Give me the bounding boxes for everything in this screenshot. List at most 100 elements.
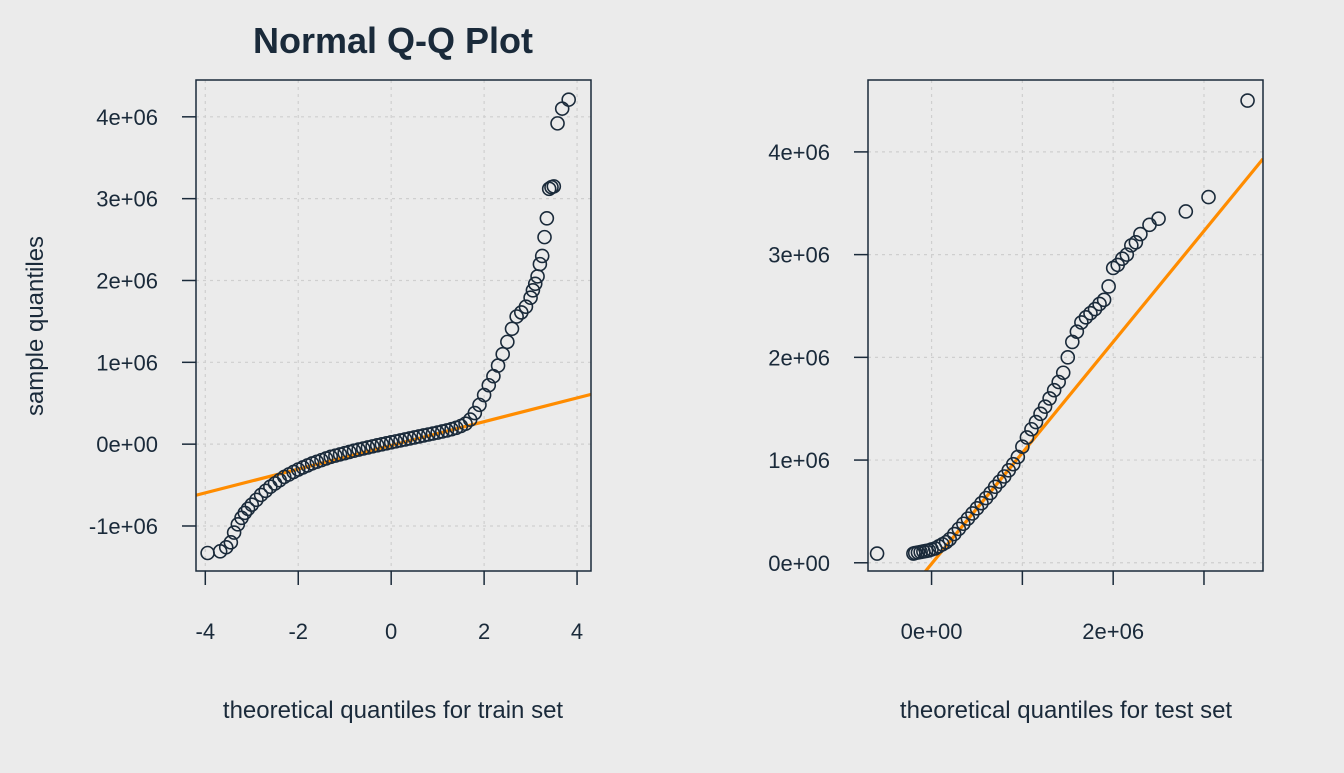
- train-point: [504, 321, 520, 337]
- test-point: [974, 495, 989, 511]
- train-x-tick-label: -2: [288, 619, 308, 644]
- test-point: [1019, 430, 1035, 445]
- test-point: [1087, 301, 1103, 317]
- train-point: [218, 539, 234, 555]
- test-point: [946, 526, 962, 542]
- chart-title: Normal Q-Q Plot: [253, 20, 533, 61]
- train-x-tick-label: 2: [478, 619, 490, 644]
- train-point: [527, 276, 543, 292]
- train-y-tick-label: 1e+06: [96, 350, 158, 375]
- test-point: [1024, 421, 1039, 437]
- train-point: [495, 346, 511, 362]
- train-point: [226, 525, 242, 540]
- test-point: [965, 506, 980, 521]
- test-point: [1069, 324, 1085, 339]
- test-point: [1092, 296, 1107, 312]
- train-point: [253, 487, 269, 503]
- test-point: [1178, 204, 1194, 219]
- train-point: [532, 256, 548, 272]
- train-point: [267, 476, 283, 491]
- test-point: [1096, 292, 1112, 308]
- test-point: [951, 521, 967, 537]
- test-point: [1015, 439, 1030, 455]
- test-x-tick-label: 0e+00: [901, 619, 963, 644]
- test-point: [1124, 238, 1139, 253]
- test-y-tick-label: 0e+00: [768, 551, 830, 576]
- test-point: [942, 531, 958, 547]
- test-point: [1033, 406, 1048, 422]
- train-point: [458, 416, 473, 432]
- train-points: [200, 92, 576, 561]
- test-point: [960, 511, 976, 526]
- train-x-axis-label: theoretical quantiles for train set: [223, 697, 564, 724]
- train-grid: [196, 80, 591, 571]
- train-point: [509, 309, 524, 324]
- test-point: [1028, 414, 1044, 430]
- train-y-axis-label: sample quantiles: [22, 236, 49, 416]
- test-point: [1078, 309, 1094, 325]
- train-point: [467, 405, 483, 421]
- train-x-tick-label: -4: [196, 619, 216, 644]
- test-x-tick-label: 2e+06: [1082, 619, 1144, 644]
- test-points: [869, 93, 1255, 561]
- test-point: [1240, 93, 1255, 108]
- train-point: [530, 269, 545, 284]
- test-point: [1151, 211, 1166, 226]
- train-x-tick-label: 4: [571, 619, 583, 644]
- test-x-axis-label: theoretical quantiles for test set: [900, 697, 1233, 724]
- train-y-tick-label: 4e+06: [96, 105, 158, 130]
- test-reference-line: [923, 157, 1263, 571]
- test-qq-panel: 0e+00 2e+06 0e+00 1e+06 2e+06 3e+06 4e+06 theo…: [768, 79, 1264, 724]
- test-axes: 0e+00 2e+06 0e+00 1e+06 2e+06 3e+06 4e+06: [768, 79, 1264, 644]
- test-point: [1037, 399, 1053, 414]
- train-point: [249, 492, 264, 508]
- train-point: [539, 210, 555, 226]
- train-point: [240, 501, 256, 517]
- train-point: [561, 92, 576, 107]
- train-point: [537, 229, 552, 245]
- train-point: [244, 497, 260, 513]
- test-point: [1060, 350, 1076, 365]
- test-reference-line-group: [923, 157, 1263, 571]
- train-point: [554, 101, 570, 116]
- train-qq-panel: -4 -2 0 2 4 -1e+06 0e+00 1e+06 2e+06 3e+06 4e+06 N…: [22, 20, 592, 724]
- test-grid: [868, 80, 1263, 571]
- train-point: [518, 299, 534, 314]
- test-point: [1083, 305, 1098, 321]
- test-y-tick-label: 2e+06: [768, 345, 830, 370]
- train-point: [272, 472, 287, 488]
- test-point: [987, 479, 1003, 495]
- test-point: [1105, 260, 1121, 276]
- test-point: [1119, 247, 1135, 262]
- test-point: [956, 516, 971, 532]
- test-point: [1101, 279, 1116, 294]
- train-point: [523, 290, 538, 305]
- train-y-tick-label: -1e+06: [89, 514, 158, 539]
- test-point: [1142, 217, 1157, 233]
- test-point: [938, 534, 954, 550]
- train-point: [481, 377, 497, 393]
- train-point: [525, 283, 541, 298]
- test-y-tick-label: 4e+06: [768, 140, 830, 165]
- test-point: [978, 490, 994, 506]
- train-x-tick-label: 0: [385, 619, 397, 644]
- test-point: [969, 501, 985, 516]
- test-point: [1201, 189, 1216, 205]
- train-axes: -4 -2 0 2 4 -1e+06 0e+00 1e+06 2e+06 3e+06 4e+06: [89, 79, 592, 644]
- train-point: [500, 334, 515, 350]
- test-point: [1046, 382, 1062, 398]
- test-y-tick-label: 3e+06: [768, 243, 830, 268]
- test-point: [1042, 391, 1057, 406]
- train-point: [223, 535, 239, 550]
- train-y-tick-label: 0e+00: [96, 432, 158, 457]
- test-point: [1005, 456, 1021, 472]
- test-point: [1051, 374, 1066, 390]
- test-point: [1074, 315, 1089, 330]
- train-plot-frame: [195, 79, 592, 572]
- test-point: [1128, 234, 1144, 250]
- test-point: [1114, 251, 1130, 267]
- train-point: [200, 545, 215, 561]
- test-y-tick-label: 1e+06: [768, 448, 830, 473]
